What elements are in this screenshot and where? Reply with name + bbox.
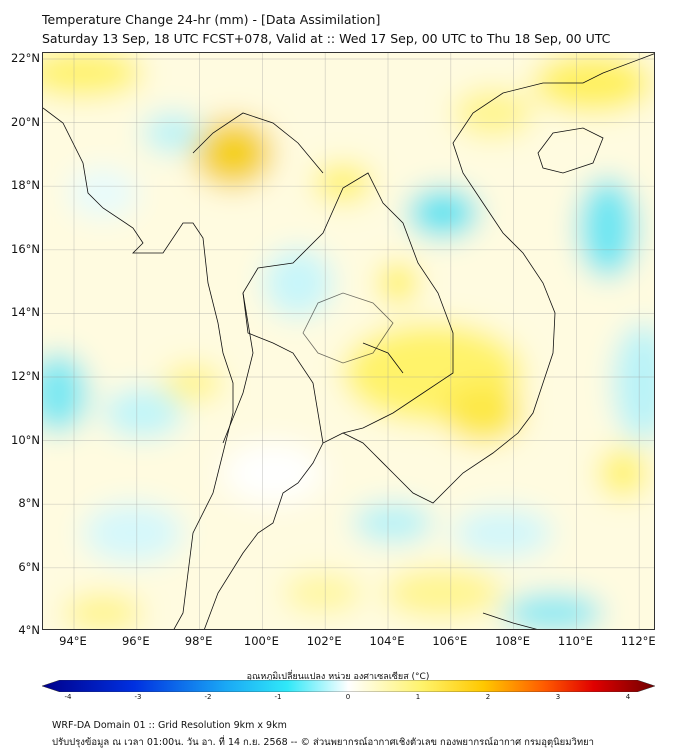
latitude-label: 22°N (11, 51, 40, 65)
longitude-label: 110°E (557, 634, 593, 648)
colorbar-title: อุณหภูมิเปลี่ยนแปลง หน่วย องศาเซลเซียส (… (246, 672, 430, 682)
latitude-label: 14°N (11, 305, 40, 320)
colorbar-gradient (42, 680, 655, 692)
colorbar-tick-label: 2 (485, 693, 491, 701)
longitude-label: 94°E (59, 634, 87, 648)
longitude-label: 98°E (184, 634, 213, 648)
longitude-label: 106°E (432, 634, 468, 648)
colorbar-tick-label: -2 (204, 693, 212, 701)
longitude-label: 96°E (121, 634, 150, 648)
colorbar-tick-label: 3 (555, 693, 561, 701)
latitude-label: 4°N (18, 623, 40, 638)
longitude-label: 100°E (243, 634, 279, 648)
latitude-label: 8°N (18, 496, 40, 511)
longitude-label: 112°E (620, 634, 656, 648)
graticule (43, 53, 654, 629)
latitude-label: 12°N (11, 369, 40, 383)
colorbar-tick-label: -4 (64, 693, 72, 701)
latitude-label: 16°N (11, 241, 40, 256)
longitude-label: 108°E (495, 634, 531, 648)
map-title: Temperature Change 24-hr (mm) - [Data As… (42, 12, 381, 27)
map-subtitle: Saturday 13 Sep, 18 UTC FCST+078, Valid … (42, 31, 611, 46)
colorbar (42, 680, 655, 692)
footer-credit: ปรับปรุงข้อมูล ณ เวลา 01:00น. วัน อา. ที… (52, 737, 594, 748)
colorbar-tick-label: -3 (134, 693, 142, 701)
latitude-label: 6°N (18, 559, 40, 574)
longitude-label: 102°E (306, 634, 342, 648)
colorbar-tick-label: 4 (625, 693, 631, 701)
map-svg (43, 53, 654, 629)
temperature-field (43, 53, 654, 629)
latitude-label: 20°N (11, 114, 40, 129)
colorbar-tick-label: 1 (415, 693, 421, 701)
latitude-label: 10°N (11, 432, 40, 447)
longitude-label: 104°E (369, 634, 405, 648)
temperature-change-map[interactable] (42, 52, 655, 630)
colorbar-tick-label: -1 (274, 693, 282, 701)
coastlines-and-borders (43, 53, 654, 629)
latitude-label: 18°N (11, 178, 40, 193)
colorbar-tick-label: 0 (345, 693, 351, 701)
footer-model-info: WRF-DA Domain 01 :: Grid Resolution 9km … (52, 720, 287, 731)
